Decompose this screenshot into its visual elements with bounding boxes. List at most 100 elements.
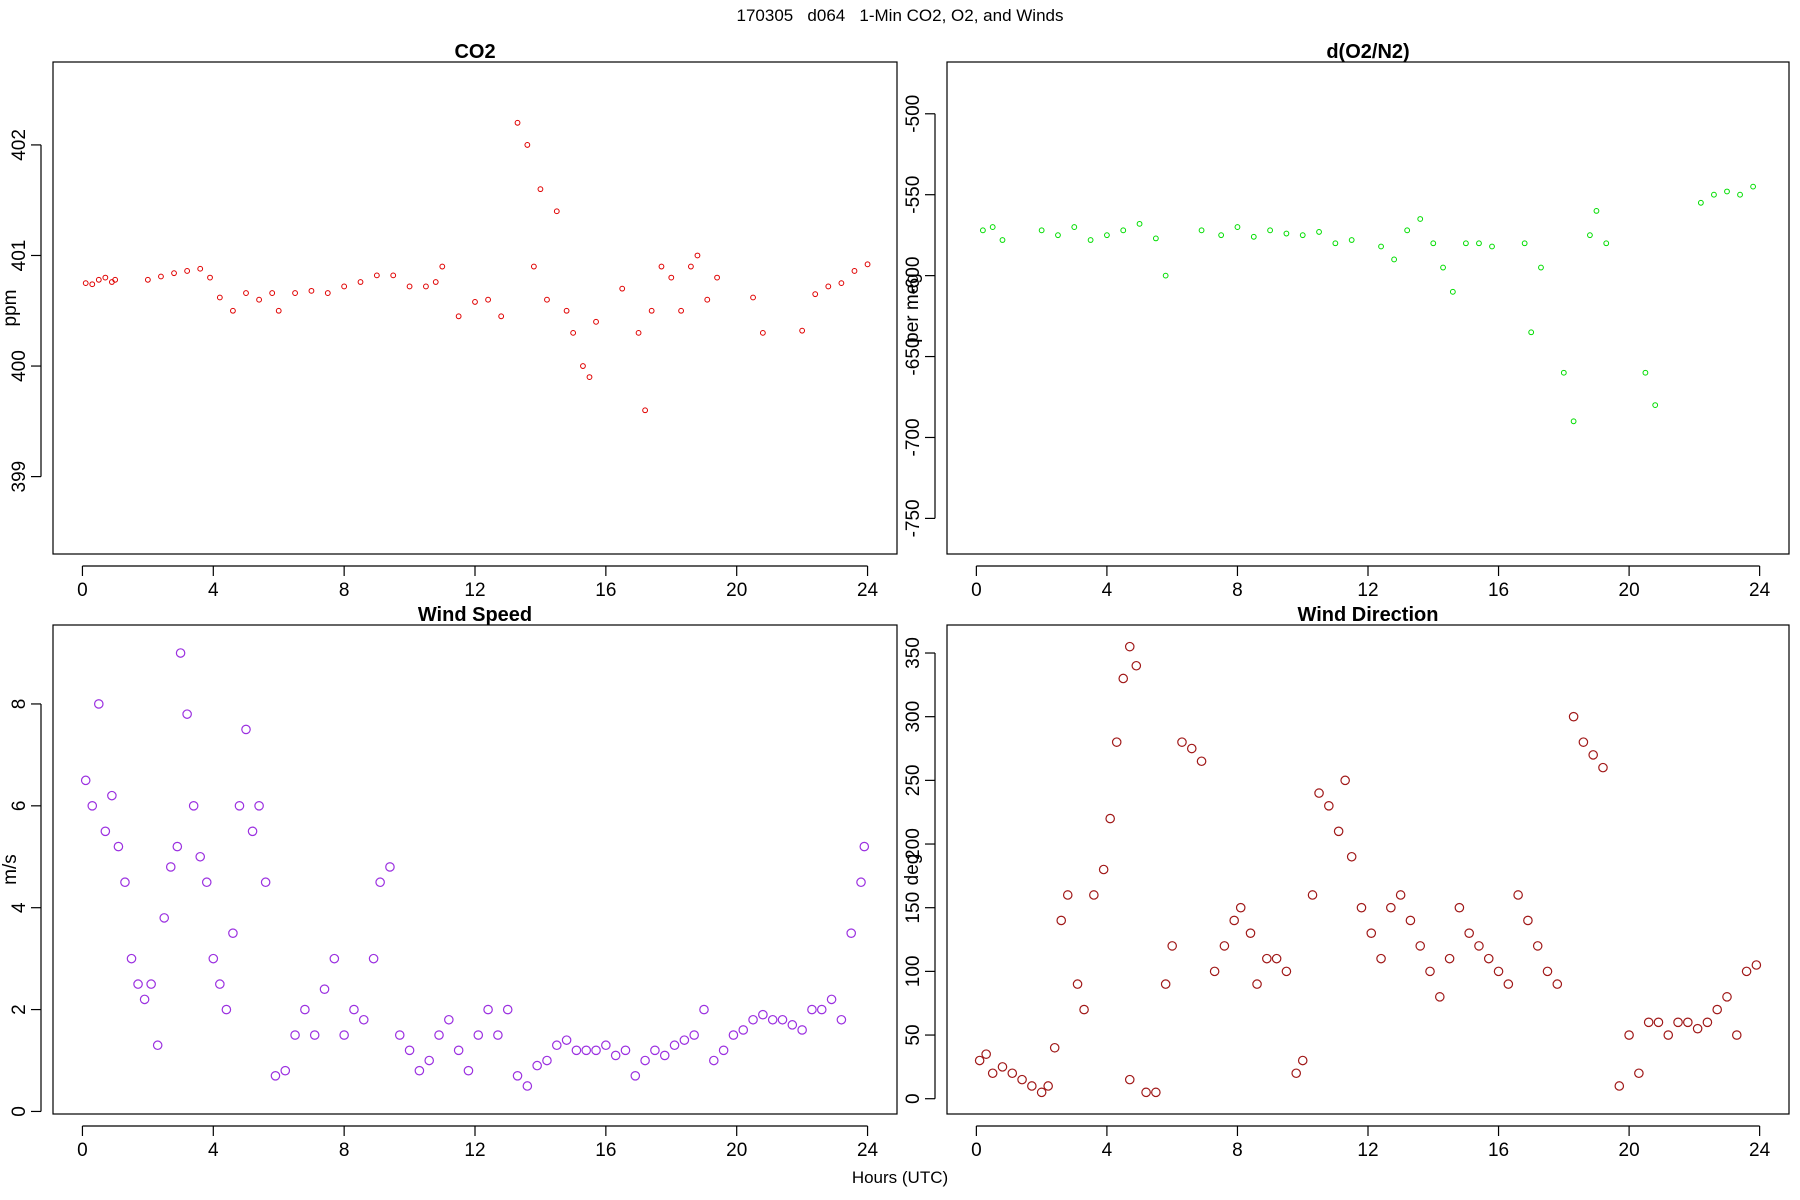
data-point	[981, 1049, 991, 1059]
data-point	[87, 801, 98, 811]
x-tick-label: 0	[77, 1140, 88, 1161]
data-point	[542, 1055, 552, 1066]
data-point	[207, 274, 213, 281]
data-point	[171, 270, 177, 277]
data-point	[1552, 979, 1563, 989]
data-point	[1643, 1017, 1654, 1028]
data-point	[498, 313, 505, 320]
data-point	[208, 953, 219, 964]
data-point	[787, 1020, 798, 1030]
data-point	[1124, 1074, 1135, 1085]
data-point	[1444, 953, 1455, 964]
data-point	[669, 1040, 680, 1051]
data-point	[113, 841, 124, 852]
data-point	[601, 1040, 611, 1051]
data-point	[390, 272, 397, 279]
data-point	[530, 263, 537, 270]
y-tick-label: 50	[903, 1024, 924, 1045]
data-point	[1434, 992, 1445, 1002]
data-point	[1079, 1004, 1089, 1015]
x-tick-label: 16	[1488, 580, 1509, 601]
data-point	[650, 1045, 660, 1056]
data-point	[1570, 418, 1577, 425]
data-point	[1417, 216, 1424, 222]
data-point	[688, 263, 694, 270]
data-point	[1528, 329, 1535, 336]
data-point	[799, 327, 806, 334]
data-point	[1697, 199, 1704, 206]
data-point	[221, 1004, 232, 1015]
data-point	[1043, 1081, 1053, 1091]
data-point	[1513, 890, 1523, 900]
data-point	[1271, 953, 1282, 964]
data-point	[759, 329, 766, 336]
data-point	[1386, 902, 1396, 913]
data-point	[385, 862, 395, 872]
data-point	[1017, 1074, 1027, 1085]
data-point	[1209, 966, 1220, 977]
data-point	[1593, 207, 1600, 214]
data-point	[95, 276, 102, 283]
data-point	[1250, 233, 1257, 240]
data-point	[1731, 1030, 1742, 1040]
data-point	[1267, 227, 1273, 234]
data-point	[987, 1068, 998, 1079]
x-tick-label: 16	[595, 580, 616, 601]
data-point	[502, 1004, 513, 1015]
data-point	[1634, 1068, 1644, 1079]
data-point	[453, 1045, 464, 1056]
data-point	[197, 265, 204, 272]
data-point	[648, 307, 655, 314]
data-point	[553, 208, 560, 215]
data-point	[182, 709, 192, 719]
data-point	[728, 1030, 739, 1040]
data-point	[851, 268, 858, 274]
y-axis-label: ppm	[0, 290, 21, 327]
data-point	[630, 1070, 641, 1081]
x-tick-label: 24	[1749, 1140, 1771, 1161]
data-point	[1415, 941, 1426, 951]
data-point	[1262, 953, 1272, 964]
x-tick-label: 0	[971, 1140, 982, 1161]
data-point	[838, 280, 845, 287]
data-point	[544, 296, 550, 303]
data-point	[1177, 737, 1187, 747]
data-point	[201, 877, 212, 888]
data-point	[1027, 1081, 1037, 1091]
y-tick-label: 300	[903, 701, 924, 733]
data-point	[269, 290, 276, 296]
data-point	[694, 252, 701, 259]
data-point	[1198, 227, 1205, 234]
data-point	[195, 851, 206, 862]
data-point	[1454, 902, 1465, 913]
x-tick-label: 4	[208, 1140, 219, 1161]
plot-frame	[946, 624, 1790, 1115]
data-point	[1750, 183, 1757, 190]
data-point	[561, 1035, 572, 1045]
data-point	[133, 979, 143, 989]
data-point	[836, 1014, 847, 1025]
data-point	[1036, 1087, 1047, 1098]
data-point	[570, 329, 577, 336]
data-point	[1049, 1042, 1060, 1053]
data-point	[1463, 240, 1469, 247]
y-tick-label: -750	[903, 499, 924, 537]
data-point	[358, 1014, 369, 1025]
data-point	[812, 291, 819, 298]
data-point	[1521, 240, 1528, 247]
data-point	[1218, 232, 1225, 239]
data-point	[1692, 1023, 1703, 1034]
panel-2: d(O2/N2) 0 4 8 12 16 20 24 -750 -700 -650 -600 -550 -…	[902, 41, 1790, 601]
data-point	[247, 826, 258, 837]
data-point	[1281, 966, 1292, 977]
data-point	[581, 1045, 592, 1056]
data-point	[434, 1030, 444, 1040]
data-point	[483, 1004, 493, 1015]
panel-title: Wind Direction	[1298, 604, 1439, 626]
data-point	[1120, 227, 1127, 234]
y-tick-label: 399	[9, 461, 30, 493]
x-tick-label: 24	[857, 580, 879, 601]
data-point	[1683, 1017, 1693, 1028]
